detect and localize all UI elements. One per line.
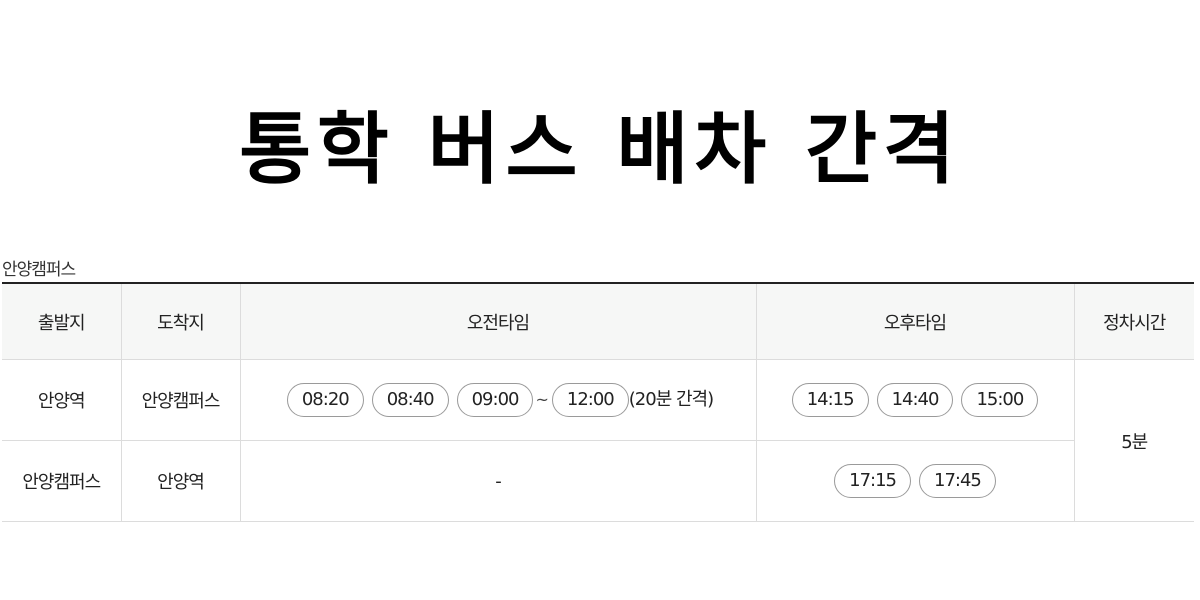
row-departure: 안양역 [2, 359, 122, 441]
campus-caption: 안양캠퍼스 [2, 260, 76, 280]
afternoon-times-cell: 17:15 17:45 [756, 440, 1075, 522]
header-arrival: 도착지 [121, 283, 241, 360]
header-departure: 출발지 [2, 283, 122, 360]
table-header-row: 출발지 도착지 오전타임 오후타임 정차시간 [2, 283, 1194, 360]
row-arrival: 안양캠퍼스 [121, 359, 241, 441]
time-pill: 15:00 [961, 383, 1039, 417]
bus-schedule-table: 출발지 도착지 오전타임 오후타임 정차시간 안양역 안양캠퍼스 08:20 08… [2, 282, 1194, 522]
time-pill: 09:00 [456, 383, 534, 417]
range-separator: ~ [535, 390, 548, 409]
page-title: 통학 버스 배차 간격 [239, 105, 961, 195]
stop-time-cell: 5분 [1074, 359, 1194, 522]
row-arrival: 안양역 [121, 440, 241, 522]
time-pill: 14:15 [791, 383, 869, 417]
time-pill: 08:20 [286, 383, 364, 417]
time-pill: 17:45 [919, 464, 996, 498]
table-row: 안양역 안양캠퍼스 08:20 08:40 09:00 ~12:00 (20분 간격) … [2, 359, 1194, 522]
table-row: 안양캠퍼스 안양역 - 17:15 17:45 [2, 440, 1194, 522]
time-pill: 17:15 [834, 464, 911, 498]
header-afternoon: 오후타임 [756, 283, 1075, 360]
header-stop-time: 정차시간 [1074, 283, 1194, 360]
afternoon-times-cell: 14:15 14:40 15:00 [756, 359, 1075, 441]
time-pill: 08:40 [371, 383, 449, 417]
morning-times-cell: 08:20 08:40 09:00 ~12:00 (20분 간격) [240, 359, 757, 441]
morning-empty-cell: - [240, 440, 757, 522]
time-pill: 12:00 [551, 383, 629, 417]
row-departure: 안양캠퍼스 [2, 440, 122, 522]
interval-note: (20분 간격) [628, 389, 714, 410]
time-pill: 14:40 [876, 383, 954, 417]
header-morning: 오전타임 [240, 283, 757, 360]
